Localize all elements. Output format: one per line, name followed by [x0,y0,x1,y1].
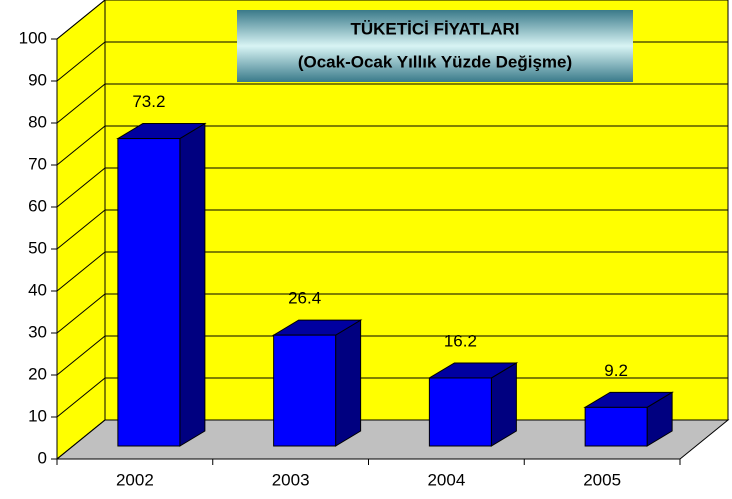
grid-line [56,83,728,124]
bar [117,138,181,447]
y-tick-label: 20 [28,364,47,383]
x-tick-label: 2005 [583,470,621,489]
bar [428,377,492,447]
y-tick-label: 40 [28,280,47,299]
x-tick-label: 2004 [427,470,465,489]
grid-line [56,419,728,460]
grid-line [56,293,728,334]
bar [584,406,648,447]
value-label: 26.4 [288,289,321,308]
walls [51,0,730,465]
marks [116,122,674,447]
y-tick-label: 90 [28,70,47,89]
grid-line [56,377,728,418]
grid-line [56,167,728,208]
grid-line [56,209,728,250]
value-label: 73.2 [132,92,165,111]
grid-line [56,251,728,292]
y-tick-label: 70 [28,154,47,173]
y-tick-label: 30 [28,322,47,341]
value-label: 16.2 [444,331,477,350]
x-tick-label: 2003 [272,470,310,489]
bar [273,334,337,447]
value-label: 9.2 [604,361,628,380]
y-tick-label: 10 [28,406,47,425]
title-box [237,10,633,82]
chart-subtitle: (Ocak-Ocak Yıllık Yüzde Değişme) [298,52,572,71]
grid-line [56,0,728,40]
y-tick-label: 60 [28,196,47,215]
bar-side [335,319,362,447]
y-tick-label: 100 [19,28,47,47]
grid-line [56,335,728,376]
y-tick-label: 50 [28,238,47,257]
chart-title: TÜKETİCİ FİYATLARI [350,19,519,38]
bar-side [179,122,206,447]
grid-line [56,125,728,166]
y-tick-label: 80 [28,112,47,131]
y-tick-label: 0 [38,448,47,467]
x-tick-label: 2002 [116,470,154,489]
